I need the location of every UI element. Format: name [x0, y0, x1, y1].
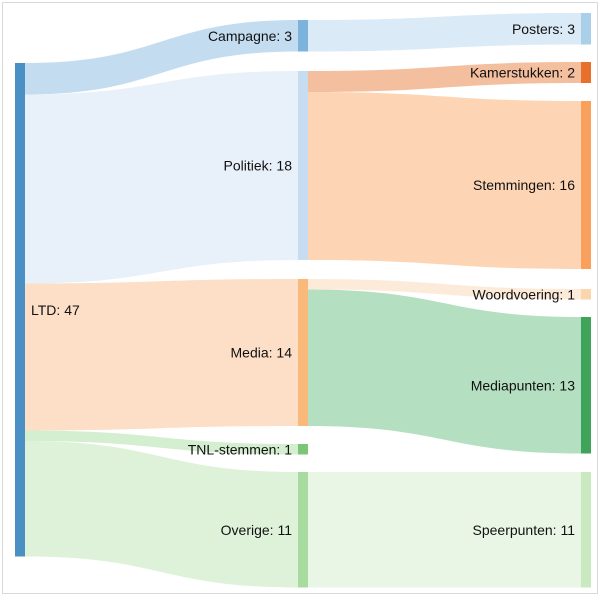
label-overige: Overige: 11 [221, 522, 293, 538]
label-tnl: TNL-stemmen: 1 [188, 441, 292, 457]
chart-frame: LTD: 47 Campagne: 3 Politiek: 18 Media: 14 T… [2, 2, 598, 594]
link-ltd-campagne[interactable] [25, 20, 298, 95]
node-mediapunten[interactable] [581, 317, 591, 454]
node-politiek[interactable] [298, 71, 308, 260]
node-woordvoering[interactable] [581, 289, 591, 300]
label-kamerstukken: Kamerstukken: 2 [470, 65, 575, 81]
link-ltd-politiek[interactable] [25, 71, 298, 284]
sankey-labels: LTD: 47 Campagne: 3 Politiek: 18 Media: 14 T… [31, 21, 575, 538]
sankey-nodes [15, 13, 591, 588]
link-overige-speerpunten[interactable] [308, 472, 581, 588]
node-ltd[interactable] [15, 63, 25, 557]
link-ltd-overige[interactable] [25, 441, 298, 588]
label-campagne: Campagne: 3 [208, 28, 292, 44]
label-speerpunten: Speerpunten: 11 [473, 522, 576, 538]
label-posters: Posters: 3 [512, 21, 575, 37]
node-speerpunten[interactable] [581, 472, 591, 588]
node-tnl[interactable] [298, 444, 308, 455]
node-kamerstukken[interactable] [581, 62, 591, 83]
sankey-diagram: LTD: 47 Campagne: 3 Politiek: 18 Media: 14 T… [15, 13, 591, 588]
label-stemmingen: Stemmingen: 16 [473, 177, 575, 193]
node-campagne[interactable] [298, 20, 308, 52]
link-ltd-tnl[interactable] [25, 430, 298, 455]
link-politiek-kamerstukken[interactable] [308, 62, 581, 92]
label-media: Media: 14 [231, 345, 293, 361]
node-media[interactable] [298, 279, 308, 426]
link-ltd-media[interactable] [25, 279, 298, 431]
label-politiek: Politiek: 18 [224, 158, 293, 174]
label-woordvoering: Woordvoering: 1 [473, 286, 576, 302]
sankey-links [25, 13, 581, 588]
node-posters[interactable] [581, 13, 591, 45]
link-media-woordvoering[interactable] [308, 279, 581, 300]
label-mediapunten: Mediapunten: 13 [471, 377, 576, 393]
link-politiek-stemmingen[interactable] [308, 92, 581, 269]
link-media-mediapunten[interactable] [308, 289, 581, 454]
link-campagne-posters[interactable] [308, 13, 581, 52]
node-overige[interactable] [298, 472, 308, 588]
node-stemmingen[interactable] [581, 101, 591, 269]
label-ltd: LTD: 47 [31, 302, 80, 318]
